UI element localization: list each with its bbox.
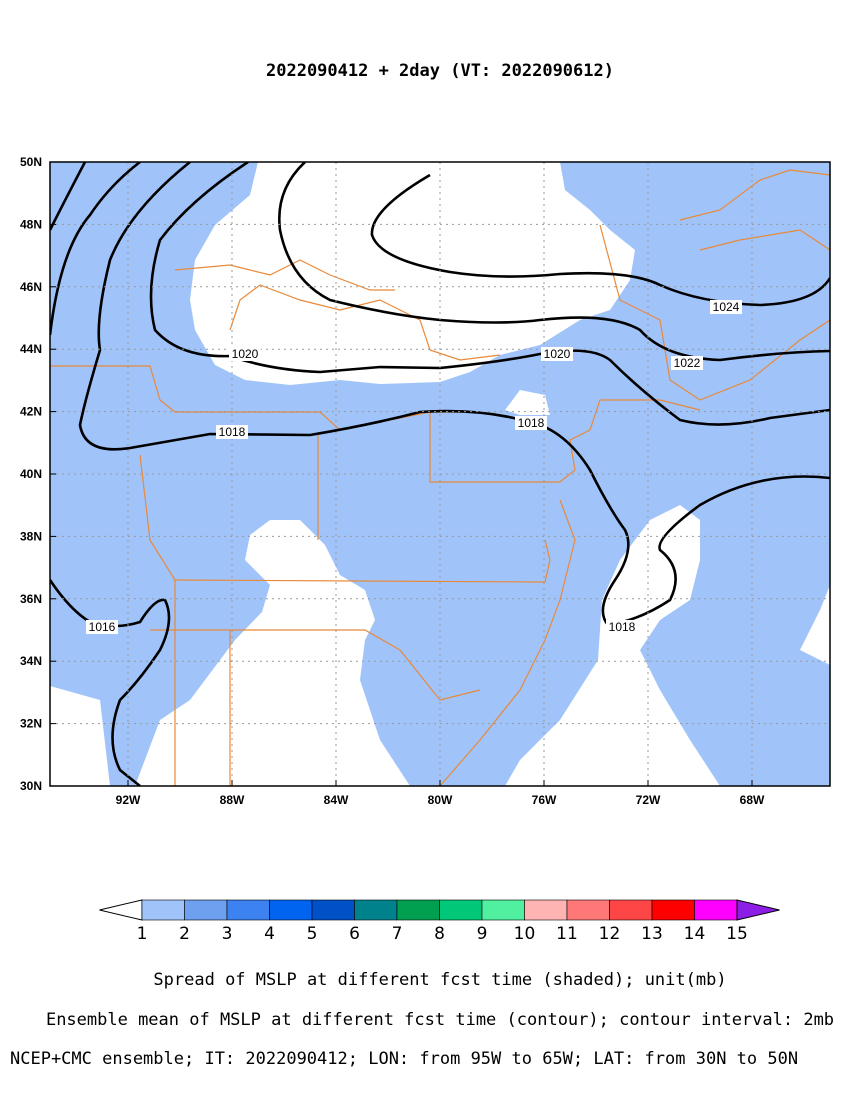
colorbar-label: 7 bbox=[392, 924, 403, 944]
contour-line bbox=[50, 162, 141, 336]
contour-label-bg bbox=[86, 620, 118, 634]
unshaded-area bbox=[135, 520, 410, 786]
y-tick-label: 46N bbox=[20, 280, 42, 294]
x-tick-label: 76W bbox=[532, 793, 557, 807]
contour-label-bg bbox=[671, 356, 703, 370]
contour-line bbox=[78, 162, 830, 627]
contour-label-bg bbox=[229, 347, 261, 361]
y-tick-label: 42N bbox=[20, 405, 42, 419]
colorbar-swatch bbox=[311, 899, 355, 921]
caption: Spread of MSLP at different fcst time (s… bbox=[153, 970, 726, 990]
contour-label-bg bbox=[541, 347, 573, 361]
colorbar-over bbox=[736, 899, 780, 921]
colorbar-label: 12 bbox=[599, 924, 621, 944]
colorbar-under bbox=[99, 899, 143, 921]
y-tick-label: 32N bbox=[20, 717, 42, 731]
y-tick-label: 40N bbox=[20, 467, 42, 481]
y-tick-label: 44N bbox=[20, 342, 42, 356]
x-tick-label: 88W bbox=[220, 793, 245, 807]
colorbar-swatch bbox=[269, 899, 313, 921]
contour-label: 1018 bbox=[219, 425, 246, 439]
contours bbox=[50, 162, 830, 786]
boundary bbox=[229, 284, 501, 361]
colorbar: 1 2 3 4 5 6 7 8 9 10 11 12 13 14 15 bbox=[99, 899, 780, 944]
x-tick-label: 92W bbox=[116, 793, 141, 807]
caption: Ensemble mean of MSLP at different fcst … bbox=[46, 1010, 834, 1030]
contour-label-bg bbox=[515, 416, 547, 430]
contour-label: 1024 bbox=[713, 300, 740, 314]
contour-line bbox=[370, 173, 830, 307]
title: 2022090412 + 2day (VT: 2022090612) bbox=[266, 61, 614, 81]
colorbar-label: 5 bbox=[307, 924, 318, 944]
boundary bbox=[50, 365, 480, 431]
x-tick-label: 80W bbox=[428, 793, 453, 807]
contour-label: 1020 bbox=[544, 347, 571, 361]
contour-labels: 1024 1022 1020 1020 1018 1018 1016 1018 bbox=[86, 300, 742, 634]
colorbar-swatch bbox=[141, 899, 185, 921]
unshaded-areas bbox=[50, 162, 830, 786]
boundary bbox=[150, 629, 481, 701]
colorbar-swatch bbox=[184, 899, 228, 921]
colorbar-swatch bbox=[396, 899, 440, 921]
caption: NCEP+CMC ensemble; IT: 2022090412; LON: … bbox=[10, 1049, 798, 1069]
boundaries bbox=[50, 169, 830, 786]
contour-label: 1020 bbox=[232, 347, 259, 361]
unshaded-area bbox=[505, 390, 550, 415]
colorbar-swatch bbox=[524, 899, 568, 921]
contour-label: 1018 bbox=[609, 620, 636, 634]
contour-line bbox=[149, 162, 830, 426]
boundary bbox=[429, 399, 701, 483]
contour-label: 1022 bbox=[674, 356, 701, 370]
x-tick-label: 84W bbox=[324, 793, 349, 807]
colorbar-label: 6 bbox=[349, 924, 360, 944]
y-tick-label: 36N bbox=[20, 592, 42, 606]
x-tick-label: 72W bbox=[636, 793, 661, 807]
contour-label-bg bbox=[606, 620, 638, 634]
colorbar-swatch bbox=[566, 899, 610, 921]
colorbar-swatch bbox=[609, 899, 653, 921]
colorbar-swatch bbox=[226, 899, 270, 921]
map-plot: 1024 1022 1020 1020 1018 1018 1016 1018 bbox=[50, 162, 830, 786]
y-tick-label: 48N bbox=[20, 217, 42, 231]
colorbar-swatch bbox=[651, 899, 695, 921]
colorbar-label: 15 bbox=[726, 924, 748, 944]
colorbar-label: 10 bbox=[514, 924, 536, 944]
contour-label: 1016 bbox=[89, 620, 116, 634]
colorbar-label: 2 bbox=[179, 924, 190, 944]
boundary bbox=[599, 224, 830, 401]
contour-label: 1018 bbox=[518, 416, 545, 430]
contour-line bbox=[278, 162, 830, 362]
boundary bbox=[174, 539, 551, 583]
y-tick-label: 30N bbox=[20, 779, 42, 793]
y-tick-label: 34N bbox=[20, 654, 42, 668]
unshaded-area bbox=[50, 686, 110, 786]
colorbar-swatch bbox=[354, 899, 398, 921]
colorbar-label: 1 bbox=[137, 924, 148, 944]
colorbar-label: 11 bbox=[556, 924, 578, 944]
boundary bbox=[439, 499, 576, 786]
boundary bbox=[139, 435, 319, 786]
contour-label-bg bbox=[710, 300, 742, 314]
colorbar-swatch bbox=[694, 899, 738, 921]
colorbar-label: 13 bbox=[641, 924, 663, 944]
colorbar-label: 8 bbox=[434, 924, 445, 944]
unshaded-area bbox=[505, 505, 720, 786]
colorbar-swatch bbox=[481, 899, 525, 921]
colorbar-label: 9 bbox=[477, 924, 488, 944]
boundary bbox=[174, 259, 395, 291]
colorbar-label: 4 bbox=[264, 924, 275, 944]
contour-label-bg bbox=[216, 425, 248, 439]
unshaded-area bbox=[190, 162, 635, 385]
colorbar-swatch bbox=[439, 899, 483, 921]
boundary bbox=[679, 169, 830, 251]
x-tick-label: 68W bbox=[740, 793, 765, 807]
y-tick-label: 38N bbox=[20, 529, 42, 543]
colorbar-label: 3 bbox=[222, 924, 233, 944]
colorbar-label: 14 bbox=[684, 924, 706, 944]
unshaded-area bbox=[800, 585, 830, 665]
y-tick-label: 50N bbox=[20, 155, 42, 169]
